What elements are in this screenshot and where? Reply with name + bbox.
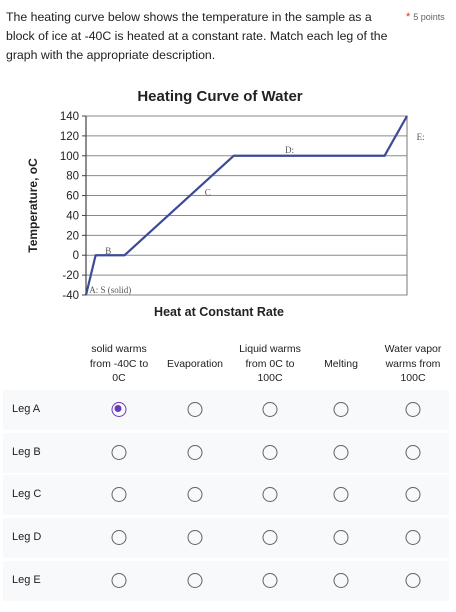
column-header: Liquid warms from 0C to 100C xyxy=(239,343,301,384)
y-tick-label: 120 xyxy=(60,131,79,143)
y-tick-label: 80 xyxy=(66,171,79,183)
row-label: Leg D xyxy=(12,531,42,544)
y-tick-label: 60 xyxy=(66,191,79,203)
plot-area xyxy=(85,115,408,296)
y-tick-label: 140 xyxy=(60,111,79,123)
radio-button[interactable] xyxy=(333,444,349,460)
grid-row-leg-b: Leg B xyxy=(3,432,449,473)
radio-button[interactable] xyxy=(405,572,421,588)
radio-button[interactable] xyxy=(262,444,278,460)
row-label: Leg E xyxy=(12,573,41,586)
radio-button[interactable] xyxy=(111,572,127,588)
radio-button[interactable] xyxy=(187,402,203,417)
radio-button[interactable] xyxy=(333,402,349,417)
leg-annotation: B xyxy=(105,246,111,256)
points-value: 5 points xyxy=(413,12,445,22)
radio-button[interactable] xyxy=(262,402,278,417)
grid-row-leg-c: Leg C xyxy=(3,475,449,516)
y-tick-label: -20 xyxy=(62,270,79,282)
radio-button[interactable] xyxy=(111,530,127,546)
leg-annotation: D: xyxy=(285,145,294,155)
chart-title: Heating Curve of Water xyxy=(137,88,302,105)
heating-curve-chart: Heating Curve of Water 140 120 100 80 60 40 20 0… xyxy=(20,80,440,325)
leg-annotation: C xyxy=(205,188,211,198)
row-label: Leg A xyxy=(12,403,41,415)
grid-row-leg-e: Leg E xyxy=(3,560,449,601)
column-header: Evaporation xyxy=(166,358,224,370)
radio-button[interactable] xyxy=(405,402,421,417)
radio-button[interactable] xyxy=(111,444,127,460)
grid-row-leg-a: Leg A xyxy=(3,390,449,430)
radio-button[interactable] xyxy=(262,487,278,503)
radio-button[interactable] xyxy=(111,487,127,503)
grid-row-leg-d: Leg D xyxy=(3,518,449,559)
series-line xyxy=(84,115,408,296)
question-text: The heating curve below shows the temper… xyxy=(6,10,388,62)
y-tick-label: 0 xyxy=(73,250,79,262)
y-tick-label: 40 xyxy=(66,210,79,222)
required-mark: * xyxy=(406,11,411,23)
radio-button[interactable] xyxy=(333,572,349,588)
column-header: Melting xyxy=(324,358,358,370)
y-tick-label: 100 xyxy=(60,151,79,163)
radio-button[interactable] xyxy=(262,572,278,588)
chart-svg: Heating Curve of Water 140 120 100 80 60 40 20 0… xyxy=(26,88,425,319)
radio-button[interactable] xyxy=(187,530,203,546)
leg-annotation: A: S (solid) xyxy=(89,285,131,295)
row-label: Leg C xyxy=(12,488,42,501)
points-label: * 5 points xyxy=(406,11,445,23)
x-axis-label: Heat at Constant Rate xyxy=(154,305,284,319)
grid-header-row: solid warms from -40C to 0C Evaporation Li… xyxy=(0,342,456,390)
radio-button[interactable] xyxy=(333,530,349,546)
column-header: Water vapor warms from 100C xyxy=(384,343,442,384)
y-tick-label: -40 xyxy=(62,290,79,302)
row-label: Leg B xyxy=(12,445,41,458)
radio-button[interactable] xyxy=(111,402,127,417)
leg-annotation: E: xyxy=(417,132,425,142)
radio-button[interactable] xyxy=(405,487,421,503)
y-tick-label: 20 xyxy=(66,230,79,242)
radio-button[interactable] xyxy=(333,487,349,503)
radio-button[interactable] xyxy=(262,530,278,546)
radio-button[interactable] xyxy=(187,572,203,588)
column-header: solid warms from -40C to 0C xyxy=(89,343,149,384)
radio-button[interactable] xyxy=(187,444,203,460)
radio-button[interactable] xyxy=(405,444,421,460)
y-axis-label: Temperature, oC xyxy=(26,158,40,253)
radio-button[interactable] xyxy=(187,487,203,503)
radio-button[interactable] xyxy=(405,530,421,546)
